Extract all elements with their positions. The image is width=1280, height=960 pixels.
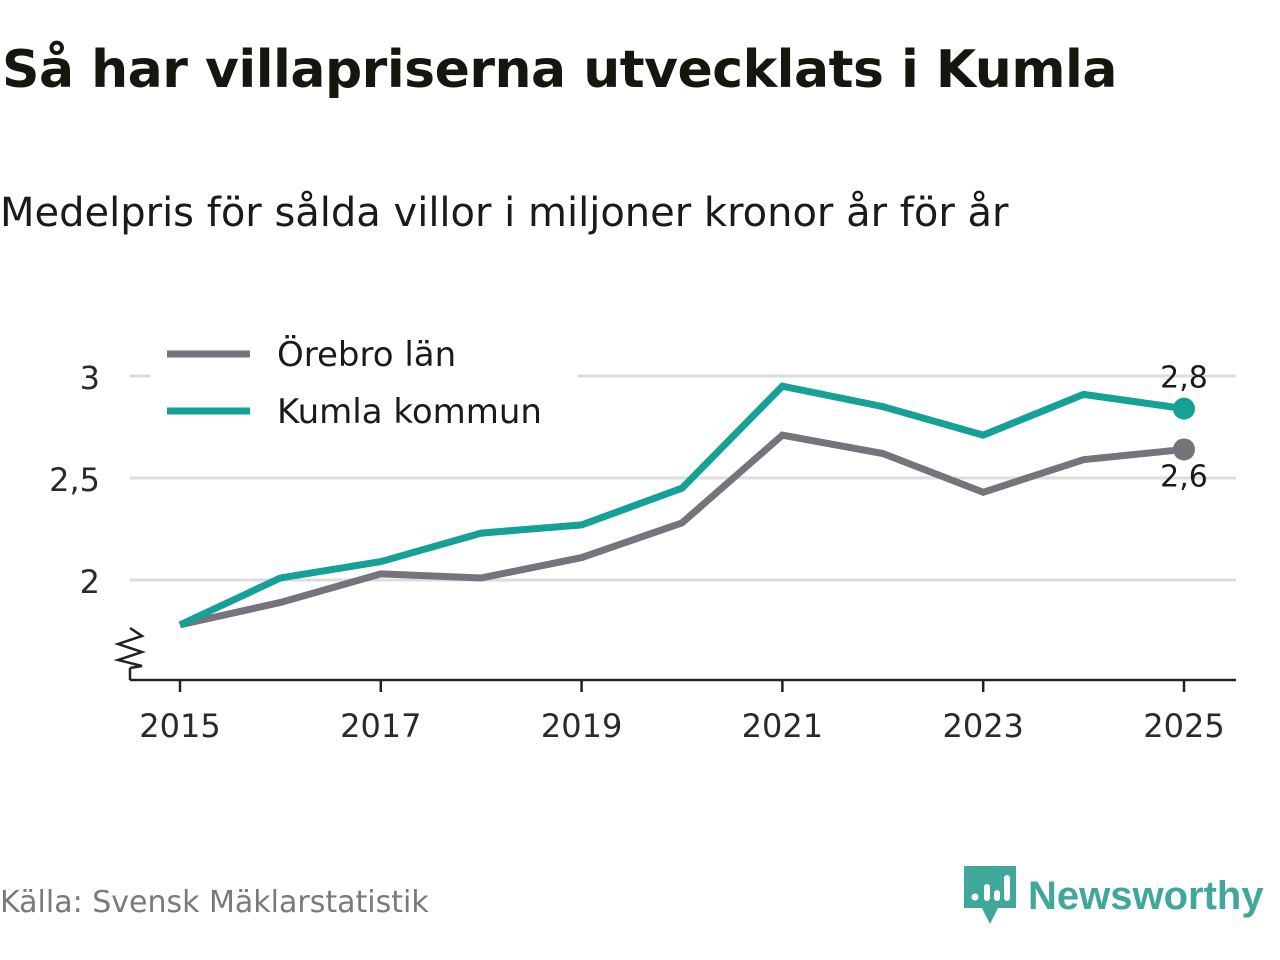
legend-label: Kumla kommun — [277, 392, 542, 432]
end-marker-orebro-lan — [1173, 438, 1195, 461]
chart-subtitle: Medelpris för sålda villor i miljoner kr… — [0, 190, 1009, 236]
series-line-kumla-kommun — [178, 382, 1185, 629]
x-tick-label: 2019 — [541, 707, 622, 745]
end-value-label: 2,8 — [1160, 361, 1208, 396]
legend-label: Örebro län — [277, 334, 456, 375]
line-chart: 2 2,5 3 2015 2017 2019 2021 2023 2025 2,6 2,8 Örebr… — [49, 330, 1236, 745]
series-line-orebro-lan — [179, 431, 1185, 629]
brand-name: Newsworthy — [1028, 873, 1264, 918]
chart-title: Så har villapriserna utvecklats i Kumla — [2, 40, 1117, 100]
brand-logo: Newsworthy — [964, 866, 1264, 926]
x-tick-label: 2025 — [1143, 707, 1224, 745]
x-tick-label: 2015 — [139, 707, 220, 745]
x-tick-label: 2017 — [340, 707, 421, 745]
source-note: Källa: Svensk Mäklarstatistik — [0, 885, 429, 920]
x-tick-label: 2021 — [742, 707, 823, 745]
y-tick-label: 3 — [80, 359, 100, 397]
y-tick-label: 2 — [80, 563, 100, 601]
end-value-label: 2,6 — [1160, 459, 1208, 494]
newsworthy-icon — [964, 866, 1016, 924]
end-marker-kumla-kommun — [1173, 397, 1195, 420]
legend-background — [150, 330, 578, 440]
axis-break-icon — [113, 626, 146, 670]
y-tick-label: 2,5 — [49, 461, 100, 499]
x-tick-label: 2023 — [942, 707, 1023, 745]
